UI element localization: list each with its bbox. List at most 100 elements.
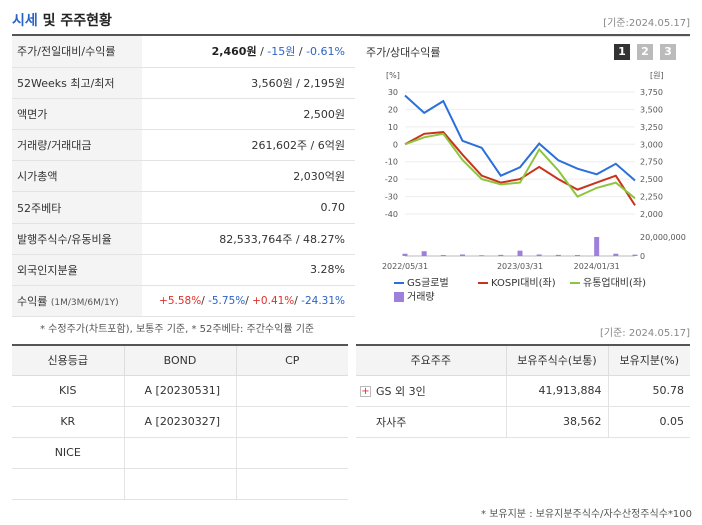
divider [12, 34, 690, 36]
volume-tick-label: 0 [640, 252, 645, 261]
row-value: 82,533,764주 / 48.27% [142, 223, 355, 255]
x-tick-label: 2022/05/31 [382, 262, 428, 271]
table-row: 52주베타 0.70 [12, 191, 355, 224]
chart-page-1-button[interactable]: 1 [614, 44, 630, 60]
table-row: NICE [12, 437, 348, 469]
volume-bar [479, 255, 485, 256]
chart-title: 주가/상대수익률 [366, 46, 441, 59]
volume-bar [402, 253, 408, 256]
row-label: 액면가 [12, 98, 142, 131]
return-value: -0.61% [306, 45, 345, 59]
volume-bars [402, 237, 638, 256]
left-axis-unit: [%] [386, 71, 400, 80]
table-row: 52Weeks 최고/최저 3,560원 / 2,195원 [12, 67, 355, 99]
series-line-sector [404, 132, 636, 200]
legend-label: GS글로벌 [407, 277, 449, 289]
right-tick-label: 2,000 [640, 210, 663, 219]
right-tick-label: 3,750 [640, 88, 663, 97]
volume-bar [632, 254, 638, 256]
price-chart: [%] 30 20 10 0 -10 -20 -30 -40 [원] 3,750 3,500 3,25… [382, 71, 686, 303]
row-label: 거래량/거래대금 [12, 129, 142, 162]
chart-legend: GS글로벌 KOSPI대비(좌) 유통업대비(좌) 거래량 [394, 276, 646, 303]
row-label: 주가/전일대비/수익률 [12, 36, 142, 68]
row-sublabel: (1M/3M/6M/1Y) [50, 298, 119, 309]
credit-rating-table: 신용등급 BOND CP KIS A [20230531] KR A [20230327… [12, 344, 348, 500]
row-value: 3.28% [142, 254, 355, 287]
row-label: 시가총액 [12, 160, 142, 193]
table-row: 시가총액 2,030억원 [12, 160, 355, 193]
left-tick-label: -10 [385, 158, 398, 167]
table-row: 주가/전일대비/수익률 2,460원 / -15원 / -0.61% [12, 36, 355, 68]
legend-swatch [394, 292, 404, 302]
volume-bar [517, 250, 523, 256]
legend-label: 거래량 [407, 291, 435, 303]
col-header: 보유주식수(보통) [505, 344, 608, 376]
volume-bar [575, 255, 580, 256]
right-tick-label: 3,500 [640, 105, 663, 114]
table-row: 수익률 (1M/3M/6M/1Y) +5.58%/ -5.75%/ +0.41%… [12, 285, 355, 318]
chart-grid [405, 91, 635, 257]
price-value: 2,460원 [211, 45, 257, 59]
volume-bar [440, 255, 446, 256]
right-tick-label: 3,000 [640, 140, 663, 149]
col-header: BOND [123, 344, 236, 376]
volume-bar [498, 254, 504, 256]
chart-panel [360, 36, 690, 316]
x-tick-label: 2023/03/31 [497, 262, 543, 271]
left-tick-label: 0 [393, 140, 398, 149]
row-label: 수익률 [17, 295, 48, 309]
table-row [12, 468, 348, 500]
x-tick-label: 2024/01/31 [574, 262, 620, 271]
table-row: 외국인지분율 3.28% [12, 254, 355, 287]
as-of-date-2: [기준: 2024.05.17] [599, 328, 690, 339]
row-label: 외국인지분율 [12, 254, 142, 287]
left-axis: [%] 30 20 10 0 -10 -20 -30 -40 [385, 71, 400, 219]
right-tick-label: 2,250 [640, 193, 663, 202]
chart-page-2-button[interactable]: 2 [637, 44, 653, 60]
chart-lines [404, 94, 636, 206]
row-value: 2,500원 [142, 98, 355, 131]
shareholder-footnote: * 보유지분 : 보유지분주식수/자수산정주식수*100 [481, 509, 692, 520]
x-axis: 2022/05/31 2023/03/31 2024/01/31 [382, 262, 620, 271]
right-axis: [원] 3,750 3,500 3,250 3,000 2,750 2,500 2,250 2,… [640, 71, 686, 261]
right-axis-unit: [원] [650, 71, 664, 80]
volume-bar [594, 237, 600, 256]
left-tick-label: 30 [388, 88, 398, 97]
right-tick-label: 3,250 [640, 123, 663, 132]
legend-label: KOSPI대비(좌) [491, 277, 556, 289]
row-value: 261,602주 / 6억원 [142, 129, 355, 162]
table-row: 거래량/거래대금 261,602주 / 6억원 [12, 129, 355, 162]
row-value: 0.70 [142, 191, 355, 224]
legend-label: 유통업대비(좌) [583, 276, 646, 289]
volume-bar [460, 254, 465, 256]
volume-bar [613, 253, 619, 256]
holder-name: 자사주 [356, 406, 506, 438]
col-header: 보유지분(%) [607, 344, 690, 376]
as-of-date: [기준:2024.05.17] [603, 18, 690, 29]
volume-bar [421, 251, 427, 256]
series-line-kospi [404, 131, 636, 206]
series-line-stock [404, 94, 636, 182]
volume-bar [555, 254, 561, 256]
right-tick-label: 2,750 [640, 158, 663, 167]
left-tick-label: -20 [385, 175, 398, 184]
row-label: 52Weeks 최고/최저 [12, 67, 142, 99]
table-row: KIS A [20230531] [12, 375, 348, 407]
row-value: 2,030억원 [142, 160, 355, 193]
chart-page-3-button[interactable]: 3 [660, 44, 676, 60]
left-tick-label: 20 [388, 105, 398, 114]
row-label: 발행주식수/유동비율 [12, 223, 142, 255]
col-header: 신용등급 [12, 344, 124, 376]
table-row: + GS 외 3인 41,913,884 50.78 [356, 375, 690, 407]
table-row: 자사주 38,562 0.05 [356, 406, 690, 438]
col-header: CP [235, 344, 348, 376]
holder-name: GS 외 3인 [376, 384, 426, 398]
volume-bar [536, 254, 542, 256]
row-value: 3,560원 / 2,195원 [142, 67, 355, 99]
left-tick-label: -40 [385, 210, 398, 219]
left-tick-label: -30 [385, 193, 398, 202]
expand-icon[interactable]: + [360, 386, 371, 397]
price-footnote: * 수정주가(차트포함), 보통주 기준, * 52주베타: 주간수익률 기준 [40, 324, 315, 335]
volume-tick-label: 20,000,000 [640, 233, 686, 242]
table-row: KR A [20230327] [12, 406, 348, 438]
